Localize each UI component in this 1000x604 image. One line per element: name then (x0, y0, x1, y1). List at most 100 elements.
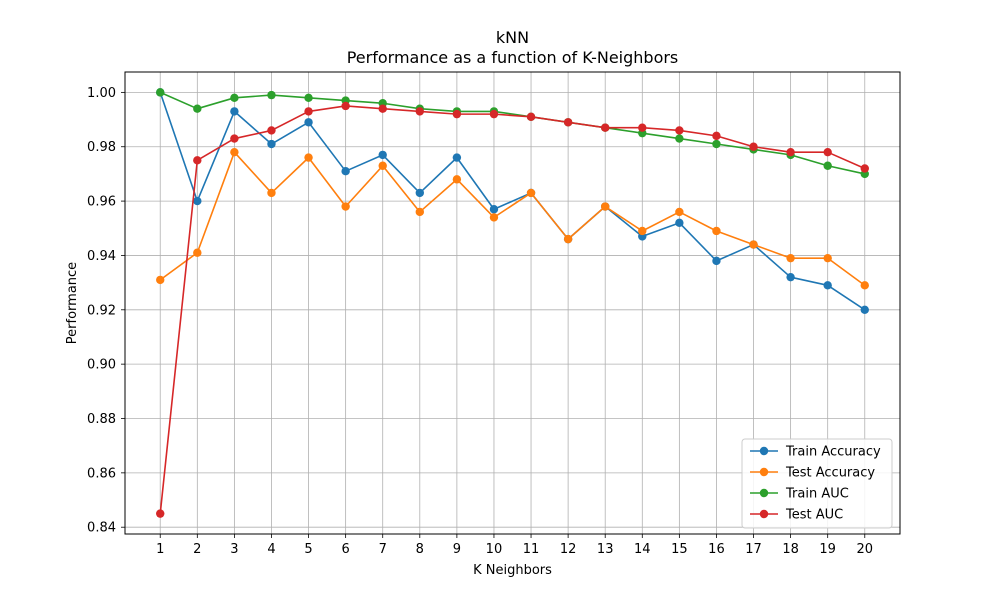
chart-title: kNN (496, 28, 529, 47)
x-tick-label: 1 (156, 542, 164, 557)
data-point (267, 126, 276, 135)
data-point (712, 226, 721, 236)
y-tick-label: 0.84 (87, 521, 116, 536)
legend-item: Train AUC (750, 487, 849, 502)
data-point (304, 153, 313, 162)
chart-subtitle: Performance as a function of K-Neighbors (347, 48, 679, 67)
plot-area-frame (124, 71, 901, 535)
y-tick-label: 1.00 (87, 86, 116, 101)
data-point (712, 131, 721, 141)
data-point (304, 93, 313, 103)
data-point (638, 226, 647, 236)
data-point (341, 202, 350, 211)
data-point (563, 118, 573, 127)
data-point (675, 126, 684, 135)
data-point (823, 281, 832, 290)
data-point (341, 101, 350, 111)
data-point (601, 123, 610, 132)
y-tick-label: 0.92 (87, 303, 116, 318)
legend-item: Test Accuracy (750, 466, 875, 481)
data-point (638, 123, 647, 132)
x-tick-label: 9 (453, 542, 461, 557)
data-point (304, 107, 313, 116)
data-point (675, 134, 684, 143)
data-point (230, 134, 239, 143)
data-point (712, 256, 721, 266)
data-point (786, 147, 795, 157)
data-point (860, 305, 869, 314)
data-point (193, 156, 202, 165)
series-group (156, 88, 869, 518)
data-point (675, 207, 684, 217)
data-point (193, 196, 202, 206)
x-tick-label: 3 (230, 542, 238, 557)
data-point (823, 253, 832, 263)
data-point (526, 188, 536, 198)
data-point (193, 104, 202, 113)
x-tick-label: 7 (379, 542, 387, 557)
x-tick-label: 4 (267, 542, 275, 557)
legend-label: Train Accuracy (785, 445, 881, 460)
data-point (823, 147, 832, 157)
x-tick-label: 20 (856, 542, 873, 557)
x-tick-label: 2 (193, 542, 201, 557)
data-point (860, 281, 869, 290)
legend-marker (759, 509, 769, 519)
legend-label: Test AUC (785, 508, 843, 523)
y-tick-label: 0.96 (87, 195, 116, 210)
x-tick-label: 10 (486, 542, 503, 557)
data-point (675, 218, 684, 228)
legend-item: Test AUC (750, 508, 843, 523)
legend-label: Test Accuracy (785, 466, 875, 481)
x-tick-label: 16 (708, 542, 725, 557)
data-point (415, 107, 424, 116)
series-line (159, 105, 866, 514)
data-point (452, 153, 462, 162)
data-point (749, 240, 758, 249)
x-tick-label: 12 (560, 542, 577, 557)
data-point (786, 272, 795, 282)
data-point (378, 150, 387, 160)
legend: Train Accuracy Test Accuracy Train AUC Test… (741, 438, 893, 529)
y-tick-label: 0.86 (87, 466, 116, 481)
data-point (563, 234, 573, 244)
x-axis-label: K Neighbors (473, 563, 552, 578)
data-point (341, 166, 350, 176)
x-tick-label: 6 (341, 542, 349, 557)
data-point (489, 109, 499, 119)
data-point (601, 202, 610, 211)
data-point (156, 88, 165, 97)
data-point (230, 107, 239, 116)
x-tick-label: 14 (634, 542, 651, 557)
data-point (860, 164, 869, 173)
data-point (267, 188, 276, 198)
data-point (415, 188, 424, 198)
legend-marker (759, 446, 769, 456)
y-tick-label: 0.88 (87, 412, 116, 427)
data-point (452, 175, 462, 184)
legend-label: Train AUC (785, 487, 849, 502)
x-tick-label: 11 (523, 542, 540, 557)
data-point (823, 161, 832, 170)
x-tick-label: 5 (304, 542, 312, 557)
series-line (159, 92, 866, 311)
x-tick-label: 8 (416, 542, 424, 557)
legend-marker (759, 467, 769, 477)
data-point (156, 275, 165, 285)
data-point (378, 161, 387, 170)
y-tick-label: 0.90 (87, 358, 116, 373)
data-point (526, 112, 536, 122)
data-point (712, 139, 721, 149)
legend-item: Train Accuracy (750, 445, 881, 460)
y-tick-label: 0.94 (87, 249, 116, 264)
x-tick-label: 15 (671, 542, 688, 557)
series-test-auc (156, 101, 869, 518)
data-point (452, 109, 462, 119)
series-line (159, 91, 865, 175)
data-point (267, 139, 276, 149)
data-point (267, 90, 276, 100)
data-point (378, 104, 387, 113)
data-point (749, 142, 758, 151)
